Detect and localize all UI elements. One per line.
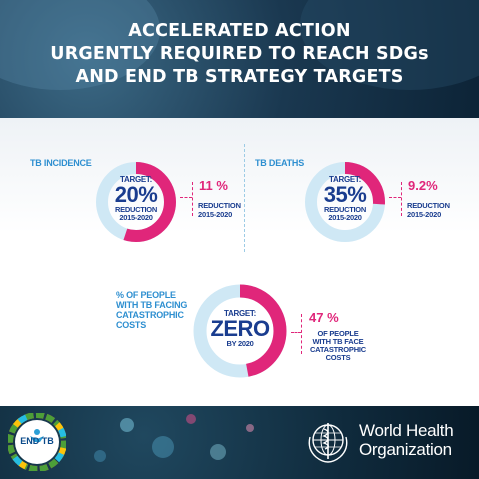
page-title: ACCELERATED ACTION URGENTLY REQUIRED TO …	[0, 20, 479, 89]
who-emblem-icon	[308, 423, 348, 463]
label-line-4: COSTS	[116, 320, 147, 330]
donut-progress-arc	[305, 162, 385, 242]
incidence-actual-sub-2: 2015-2020	[198, 210, 233, 219]
tb-incidence-target: TARGET: 20% REDUCTION 2015-2020	[106, 176, 166, 222]
label-line-3: CATASTROPHIC	[116, 310, 184, 320]
actual-sub-1: OF PEOPLE	[317, 329, 359, 338]
tb-deaths-label: TB DEATHS	[255, 158, 305, 168]
deaths-connector-vertical	[401, 182, 402, 216]
label-line-1: % OF PEOPLE	[116, 290, 176, 300]
end-tb-logo	[8, 413, 66, 471]
laurel-wreath	[308, 436, 348, 463]
section-divider	[244, 144, 245, 252]
content-panel: TB INCIDENCE TARGET: 20% REDUCTION 2015-…	[0, 118, 479, 406]
tb-deaths-target: TARGET: 35% REDUCTION 2015-2020	[315, 176, 375, 222]
who-wordmark: World Health Organization	[359, 421, 454, 459]
who-line-2: Organization	[359, 440, 452, 459]
actual-sub-2: WITH TB FACE	[312, 337, 364, 346]
catastrophic-connector-vertical	[301, 314, 302, 354]
sdg-ring	[8, 413, 66, 471]
target-value: 20%	[114, 182, 158, 207]
catastrophic-target: TARGET: ZERO BY 2020	[205, 310, 275, 348]
deaths-actual-sub-1: REDUCTION	[407, 201, 450, 210]
target-sub-1: REDUCTION	[324, 205, 366, 214]
catastrophic-actual-description: OF PEOPLE WITH TB FACE CATASTROPHIC COST…	[308, 330, 368, 362]
decorative-bubble	[246, 424, 254, 432]
catastrophic-costs-label: % OF PEOPLE WITH TB FACING CATASTROPHIC …	[116, 290, 187, 330]
figure-body	[30, 436, 44, 442]
decorative-bubble	[210, 444, 226, 460]
incidence-actual-sub-1: REDUCTION	[198, 201, 241, 210]
serpent	[322, 428, 329, 450]
title-line-2: URGENTLY REQUIRED TO REACH SDGs	[50, 44, 429, 64]
decorative-bubble	[120, 418, 134, 432]
target-value: ZERO	[210, 316, 270, 341]
decorative-bubble	[186, 414, 196, 424]
decorative-bubble	[152, 436, 174, 458]
target-sub-2: 2015-2020	[328, 213, 362, 222]
figure-head	[34, 429, 40, 435]
incidence-actual-value: 11 %	[199, 178, 228, 193]
target-sub-2: 2015-2020	[119, 213, 153, 222]
tb-incidence-donut	[96, 162, 176, 242]
catastrophic-connector	[291, 332, 301, 333]
incidence-connector-vertical	[192, 182, 193, 216]
end-tb-label: END TB	[20, 436, 54, 446]
deaths-actual-value: 9.2%	[408, 178, 438, 193]
title-line-1: ACCELERATED ACTION	[128, 21, 351, 41]
target-label: TARGET:	[329, 175, 361, 184]
who-line-1: World Health	[359, 421, 454, 440]
title-line-3: AND END TB STRATEGY TARGETS	[75, 67, 404, 87]
decorative-bubble	[94, 450, 106, 462]
target-sub-1: REDUCTION	[115, 205, 157, 214]
actual-sub-3: CATASTROPHIC	[309, 345, 367, 354]
deaths-actual-sub-2: 2015-2020	[407, 210, 442, 219]
deaths-connector	[389, 197, 401, 198]
target-label: TARGET:	[120, 175, 152, 184]
footer-band	[0, 406, 479, 479]
donut-progress-arc	[193, 284, 287, 378]
incidence-connector	[180, 197, 192, 198]
actual-sub-4: COSTS	[325, 353, 351, 362]
target-value: 35%	[323, 182, 367, 207]
donut-progress-arc	[96, 162, 176, 242]
label-line-2: WITH TB FACING	[116, 300, 188, 310]
catastrophic-costs-donut	[193, 284, 287, 378]
target-label: TARGET:	[224, 309, 256, 318]
target-sub: BY 2020	[226, 339, 254, 348]
tb-deaths-donut	[305, 162, 385, 242]
catastrophic-actual-value: 47 %	[309, 310, 339, 325]
tb-incidence-label: TB INCIDENCE	[30, 158, 92, 168]
